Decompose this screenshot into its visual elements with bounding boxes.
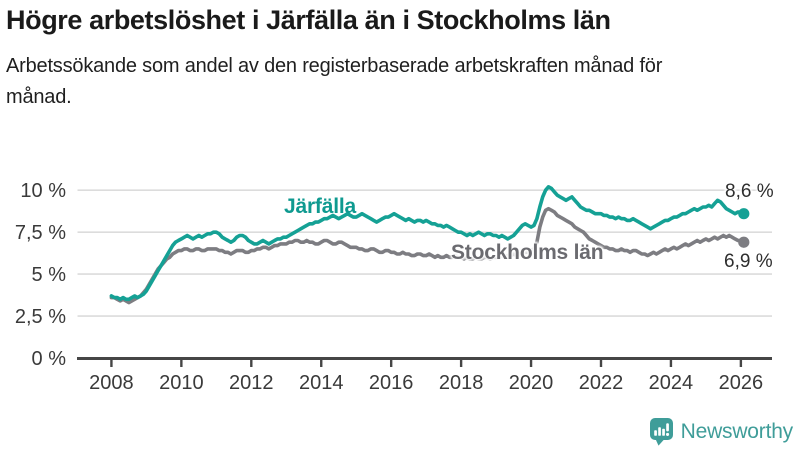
y-tick-label: 5 % [32, 264, 67, 286]
end-value-label-stockholms-lan: 6,9 % [724, 251, 773, 272]
y-tick-label: 7,5 % [15, 222, 66, 244]
bar-chart-speech-bubble-icon [649, 418, 673, 446]
series-label-stockholms-lan: Stockholms län [451, 241, 604, 264]
x-tick-label: 2026 [719, 372, 764, 394]
x-tick-label: 2012 [229, 372, 274, 394]
x-tick-label: 2018 [439, 372, 484, 394]
series-label-jarfalla: Järfälla [284, 195, 356, 218]
x-tick-label: 2010 [159, 372, 204, 394]
x-tick-label: 2024 [649, 372, 694, 394]
newsworthy-logo[interactable]: Newsworthy [649, 417, 793, 446]
y-tick-label: 2,5 % [15, 306, 66, 328]
line-series-0 [109, 185, 746, 302]
x-tick-label: 2014 [299, 372, 344, 394]
chart-subtitle: Arbetssökande som andel av den registerb… [6, 54, 663, 108]
y-tick-label: 0 % [32, 348, 67, 370]
chart-header: Högre arbetslöshet i Järfälla än i Stock… [6, 4, 798, 113]
series-end-dot-0 [738, 208, 750, 220]
y-tick-label: 10 % [20, 180, 66, 202]
logo-wordmark: Newsworthy [680, 419, 794, 443]
x-tick-label: 2016 [369, 372, 414, 394]
line-series-1 [109, 206, 746, 305]
series-end-dot-1 [738, 236, 750, 248]
page-title: Högre arbetslöshet i Järfälla än i Stock… [6, 5, 611, 35]
x-tick-label: 2008 [89, 372, 134, 394]
x-tick-label: 2020 [509, 372, 554, 394]
end-value-label-jarfalla: 8,6 % [725, 181, 774, 202]
x-tick-label: 2022 [579, 372, 624, 394]
